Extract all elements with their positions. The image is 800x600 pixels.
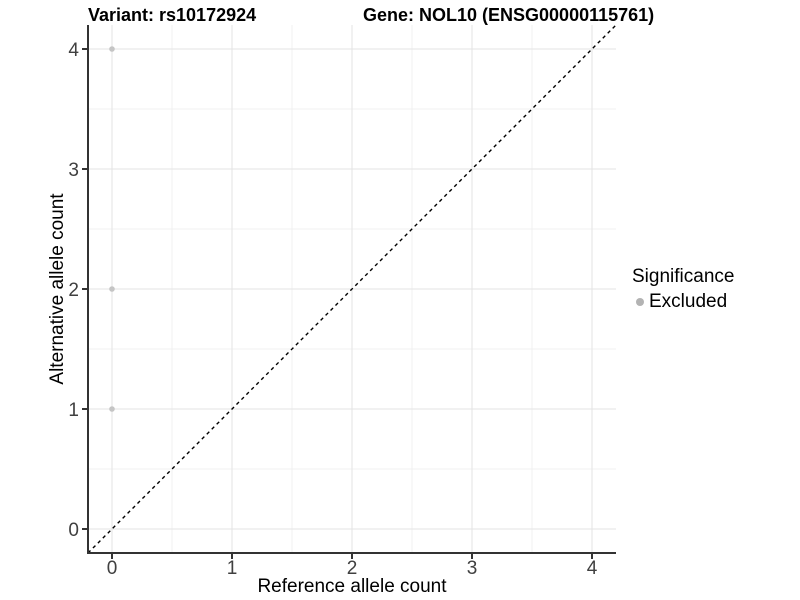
x-tick-label: 1 bbox=[227, 558, 238, 579]
legend-entry: Excluded bbox=[632, 291, 734, 313]
legend: Significance Excluded bbox=[632, 266, 734, 313]
legend-entries: Excluded bbox=[632, 291, 734, 313]
legend-entry-label: Excluded bbox=[649, 291, 728, 312]
y-tick-label: 1 bbox=[68, 400, 79, 421]
y-tick-label: 3 bbox=[68, 160, 79, 181]
x-tick-label: 3 bbox=[467, 558, 478, 579]
data-point bbox=[109, 286, 115, 292]
y-tick-label: 2 bbox=[68, 280, 79, 301]
x-tick-label: 2 bbox=[347, 558, 358, 579]
legend-point-icon bbox=[636, 298, 644, 306]
y-tick-label: 4 bbox=[68, 40, 79, 61]
data-point bbox=[109, 46, 115, 52]
x-tick-label: 0 bbox=[107, 558, 118, 579]
y-tick-label: 0 bbox=[68, 520, 79, 541]
x-tick-label: 4 bbox=[587, 558, 598, 579]
y-axis-title: Alternative allele count bbox=[47, 193, 68, 385]
x-axis-title: Reference allele count bbox=[257, 576, 447, 597]
plot-title-variant: Variant: rs10172924 bbox=[88, 5, 257, 25]
identity-reference-line bbox=[87, 24, 617, 554]
legend-title: Significance bbox=[632, 266, 735, 287]
plot-title-gene: Gene: NOL10 (ENSG00000115761) bbox=[363, 5, 655, 25]
data-point bbox=[109, 406, 115, 412]
